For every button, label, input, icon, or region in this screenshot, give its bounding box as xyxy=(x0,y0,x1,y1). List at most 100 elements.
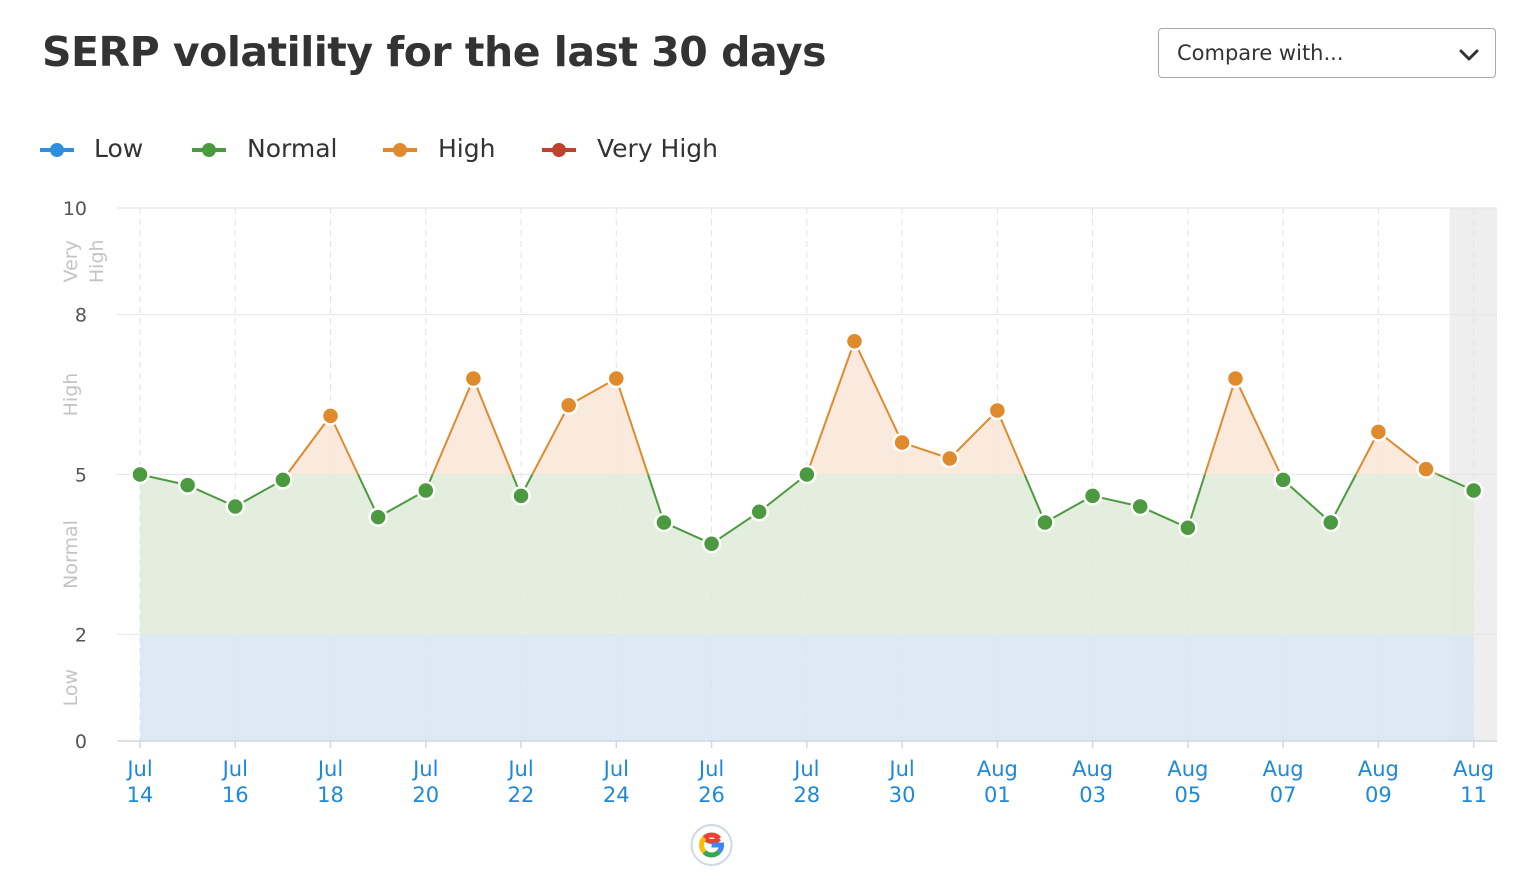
x-tick-day: 05 xyxy=(1174,783,1201,807)
series-segment xyxy=(1377,431,1427,470)
data-point xyxy=(701,534,722,554)
data-point xyxy=(844,331,865,351)
x-tick-day: 22 xyxy=(508,783,535,807)
series-segment xyxy=(1234,378,1282,475)
x-tick-day: 20 xyxy=(412,783,439,807)
x-tick-day: 03 xyxy=(1079,783,1106,807)
data-point xyxy=(558,395,579,415)
google-icon-arc xyxy=(699,836,707,854)
x-tick-day: 24 xyxy=(603,783,630,807)
data-point xyxy=(225,496,246,517)
series-segment xyxy=(286,415,332,476)
y-tick-label: 5 xyxy=(75,465,87,487)
data-point xyxy=(511,486,531,506)
band-fill-low xyxy=(140,634,1474,741)
x-tick-month: Jul xyxy=(792,757,819,781)
band-label: High xyxy=(60,373,82,417)
data-point xyxy=(1368,422,1389,442)
series-segment xyxy=(758,473,808,513)
legend-marker-high xyxy=(383,143,417,157)
data-point xyxy=(1463,480,1484,501)
series-segment xyxy=(472,378,514,475)
series-segment xyxy=(1203,378,1237,475)
band-label: Very xyxy=(60,240,82,282)
band-fill-normal xyxy=(140,474,1474,635)
legend-marker-very-high xyxy=(542,143,576,157)
data-point xyxy=(606,368,627,389)
x-tick-month: Aug xyxy=(1453,757,1494,781)
google-icon-bar xyxy=(711,842,725,848)
data-point xyxy=(177,475,198,495)
google-update-icon[interactable] xyxy=(690,824,733,866)
legend-label-low: Low xyxy=(94,134,144,163)
x-tick-month: Jul xyxy=(887,757,914,781)
x-tick-month: Jul xyxy=(697,757,724,781)
google-icon-arc xyxy=(702,832,722,841)
x-tick-month: Aug xyxy=(1072,757,1113,781)
data-point xyxy=(1321,512,1341,533)
y-tick-label: 10 xyxy=(63,198,87,220)
data-point xyxy=(892,432,912,453)
x-tick-day: 01 xyxy=(984,783,1011,807)
data-point xyxy=(1082,486,1103,506)
x-tick-day: 14 xyxy=(127,783,154,807)
data-point xyxy=(463,368,484,389)
x-tick-month: Aug xyxy=(1167,757,1208,781)
x-tick-day: 30 xyxy=(889,783,916,807)
x-tick-month: Aug xyxy=(977,757,1018,781)
data-point xyxy=(797,464,817,485)
series-segment xyxy=(615,378,650,475)
page-title: SERP volatility for the last 30 days xyxy=(42,28,826,76)
series-segment xyxy=(996,410,1026,475)
x-tick-month: Jul xyxy=(316,757,343,781)
band-label: Low xyxy=(60,669,82,706)
data-point xyxy=(654,512,674,533)
data-point xyxy=(987,400,1008,421)
compare-with-label: Compare with... xyxy=(1177,41,1344,65)
series-segment xyxy=(949,409,999,460)
x-tick-day: 07 xyxy=(1270,783,1297,807)
band-label: High xyxy=(86,239,108,283)
data-point xyxy=(320,406,341,426)
series-segment xyxy=(853,340,903,443)
data-point xyxy=(1416,459,1436,479)
series-segment xyxy=(531,404,570,475)
x-tick-month: Jul xyxy=(506,757,533,781)
series-segment xyxy=(805,340,856,475)
legend-label-very-high: Very High xyxy=(597,134,719,163)
x-tick-month: Jul xyxy=(411,757,438,781)
series-segment xyxy=(431,378,475,475)
y-tick-label: 2 xyxy=(75,624,87,646)
data-point xyxy=(1130,496,1150,517)
legend-label-normal: Normal xyxy=(247,134,338,163)
legend-marker-normal xyxy=(192,143,226,157)
x-tick-day: 28 xyxy=(793,783,820,807)
series-segment xyxy=(1282,479,1332,524)
x-tick-day: 11 xyxy=(1460,783,1487,807)
x-tick-day: 09 xyxy=(1365,783,1392,807)
data-point xyxy=(939,448,960,469)
band-label: Normal xyxy=(60,520,82,589)
x-tick-day: 26 xyxy=(698,783,725,807)
data-point xyxy=(749,502,769,522)
y-tick-label: 0 xyxy=(75,731,87,753)
data-point xyxy=(416,480,436,501)
data-point xyxy=(273,470,293,490)
data-point xyxy=(1178,518,1198,538)
x-tick-month: Jul xyxy=(221,757,248,781)
x-tick-month: Jul xyxy=(602,757,629,781)
data-point xyxy=(1225,368,1246,389)
compare-with-dropdown[interactable]: Compare with... xyxy=(1158,28,1496,78)
legend-label-high: High xyxy=(438,134,496,163)
y-tick-label: 8 xyxy=(75,305,87,327)
x-tick-day: 16 xyxy=(222,783,249,807)
data-point xyxy=(368,507,388,527)
series-segment xyxy=(329,415,360,475)
data-point xyxy=(1035,512,1055,533)
data-point xyxy=(130,464,150,485)
data-point xyxy=(1273,470,1293,490)
google-icon-arc xyxy=(702,849,722,858)
x-tick-month: Aug xyxy=(1263,757,1304,781)
legend-marker-low xyxy=(40,143,74,157)
